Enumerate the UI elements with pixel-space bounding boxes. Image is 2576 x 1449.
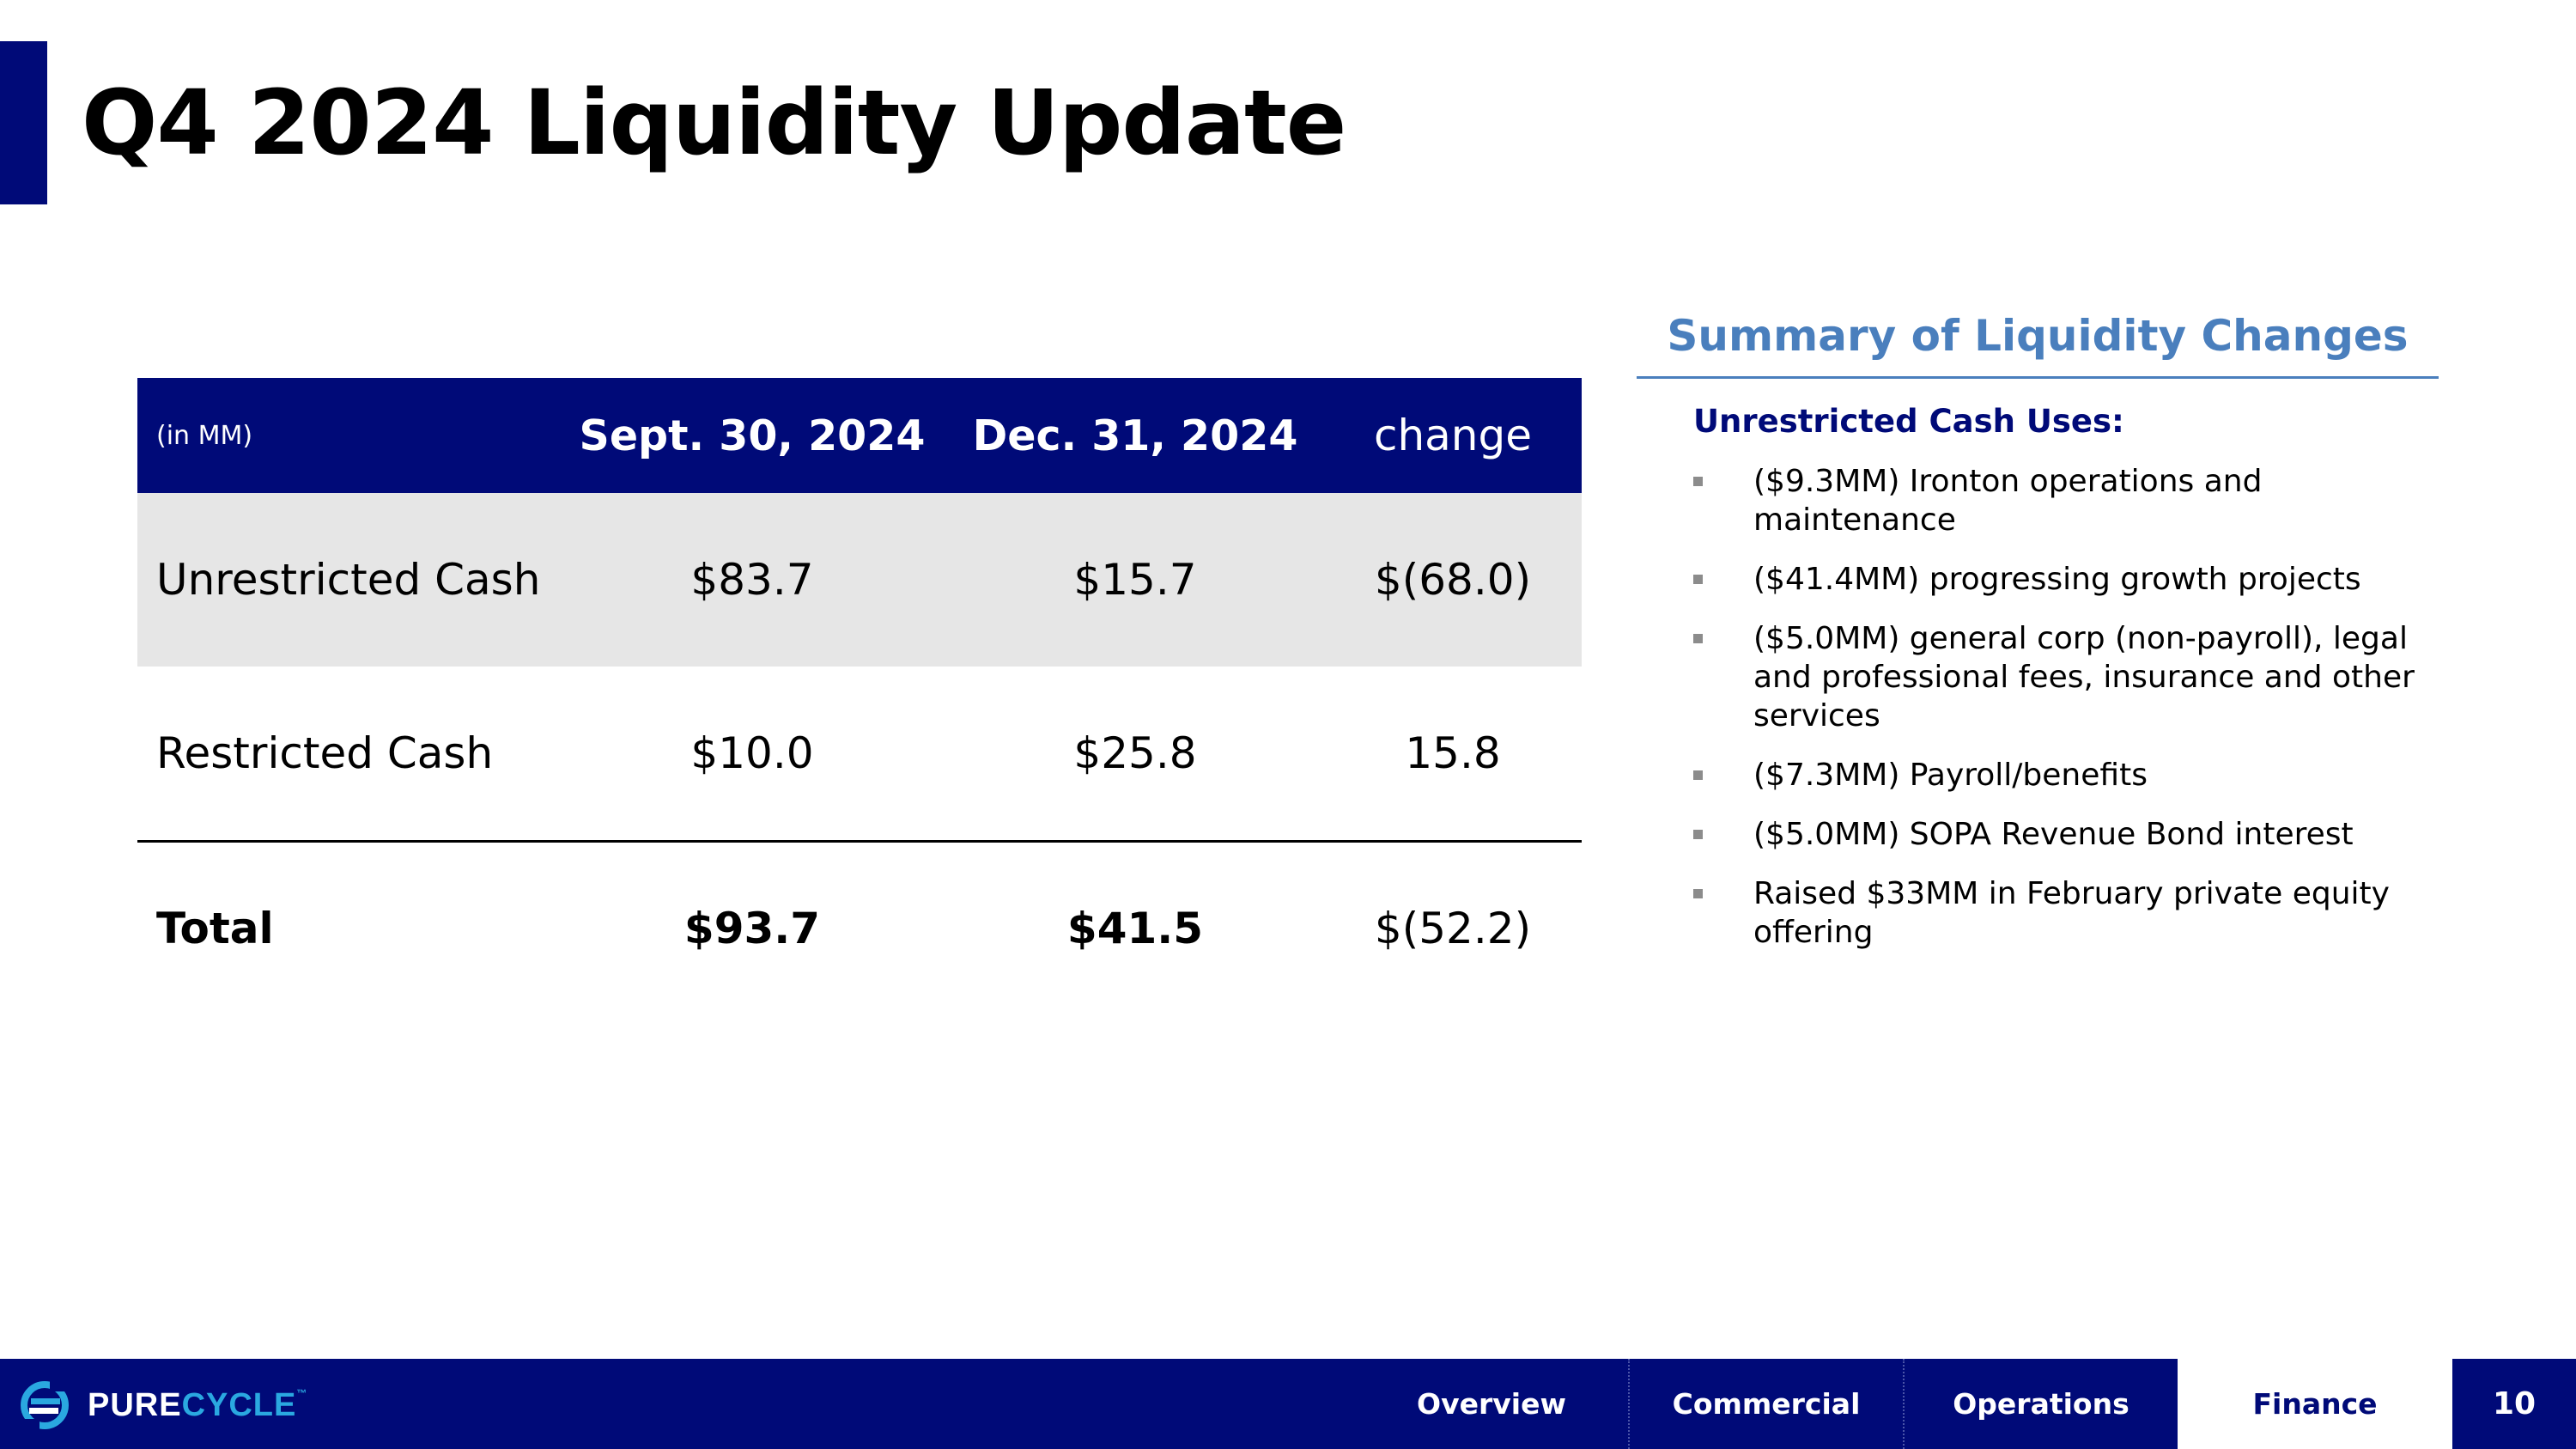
cell-sept: $83.7: [690, 555, 814, 605]
table-header: (in MM) Sept. 30, 2024 Dec. 31, 2024 cha…: [137, 378, 1582, 493]
cell-sept: $93.7: [683, 903, 821, 953]
footer-nav-bar: PURECYCLE™ Overview Commercial Operation…: [0, 1359, 2576, 1449]
list-item: ($5.0MM) SOPA Revenue Bond interest: [1693, 815, 2415, 854]
liquidity-summary: Summary of Liquidity Changes Unrestricte…: [1637, 311, 2439, 972]
nav-commercial[interactable]: Commercial: [1628, 1359, 1903, 1449]
square-bullet-icon: [1693, 477, 1703, 486]
nav-finance[interactable]: Finance: [2178, 1359, 2452, 1449]
list-item: ($41.4MM) progressing growth projects: [1693, 560, 2415, 599]
cell-dec: $25.8: [1073, 728, 1197, 778]
uses-heading: Unrestricted Cash Uses:: [1693, 403, 2124, 440]
square-bullet-icon: [1693, 575, 1703, 584]
header-sept: Sept. 30, 2024: [579, 411, 926, 460]
logo-text-cycle: CYCLE: [181, 1386, 297, 1423]
page-number: 10: [2492, 1386, 2537, 1422]
nav-operations[interactable]: Operations: [1903, 1359, 2178, 1449]
row-label: Total: [156, 903, 274, 953]
logo-trademark: ™: [296, 1386, 308, 1399]
list-item: ($5.0MM) general corp (non-payroll), leg…: [1693, 619, 2415, 735]
table-row-restricted: Restricted Cash $10.0 $25.8 15.8: [137, 667, 1582, 840]
cell-change: 15.8: [1405, 728, 1501, 778]
page-title: Q4 2024 Liquidity Update: [82, 70, 1346, 175]
table-row-unrestricted: Unrestricted Cash $83.7 $15.7 $(68.0): [137, 493, 1582, 667]
header-dec: Dec. 31, 2024: [972, 411, 1298, 460]
title-accent-bar: [0, 41, 47, 204]
summary-title: Summary of Liquidity Changes: [1637, 311, 2439, 379]
row-label: Unrestricted Cash: [156, 555, 541, 605]
header-change: change: [1373, 411, 1532, 460]
liquidity-table: (in MM) Sept. 30, 2024 Dec. 31, 2024 cha…: [137, 378, 1582, 1014]
square-bullet-icon: [1693, 830, 1703, 839]
cell-change: $(68.0): [1374, 555, 1532, 605]
cell-sept: $10.0: [690, 728, 814, 778]
logo-text-pure: PURE: [88, 1386, 182, 1423]
square-bullet-icon: [1693, 634, 1703, 643]
header-units: (in MM): [156, 420, 253, 451]
nav-overview[interactable]: Overview: [1417, 1387, 1566, 1421]
list-item: ($9.3MM) Ironton operations and maintena…: [1693, 462, 2415, 539]
uses-list: ($9.3MM) Ironton operations and maintena…: [1693, 462, 2439, 952]
list-item: ($7.3MM) Payroll/benefits: [1693, 756, 2415, 795]
square-bullet-icon: [1693, 770, 1703, 780]
list-item: Raised $33MM in February private equity …: [1693, 874, 2415, 952]
cell-dec: $41.5: [1066, 903, 1204, 953]
square-bullet-icon: [1693, 889, 1703, 898]
cell-dec: $15.7: [1073, 555, 1197, 605]
table-row-total: Total $93.7 $41.5 $(52.2): [137, 840, 1582, 1014]
purecycle-logo: PURECYCLE™: [19, 1381, 307, 1429]
row-label: Restricted Cash: [156, 728, 494, 778]
cell-change: $(52.2): [1374, 903, 1532, 953]
purecycle-logo-icon: [19, 1381, 70, 1429]
